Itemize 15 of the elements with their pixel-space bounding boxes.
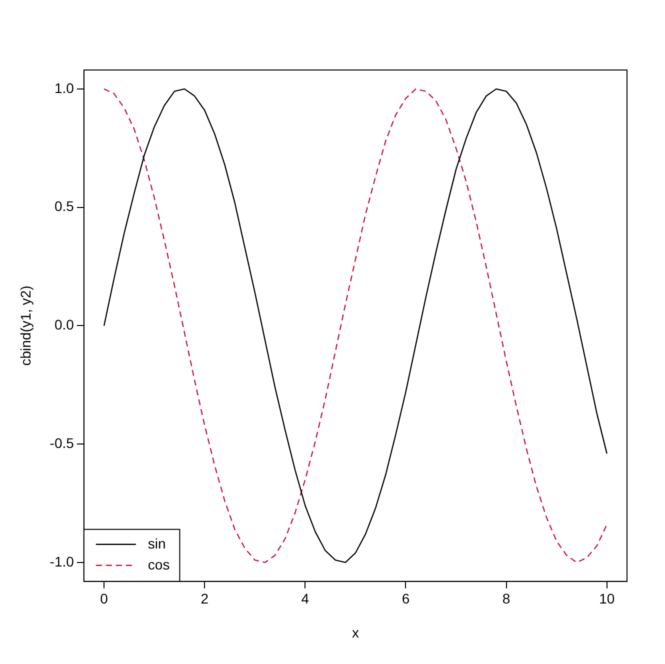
y-tick-label: 0.0 bbox=[54, 316, 74, 333]
x-axis-title: x bbox=[352, 624, 359, 640]
x-tick-label: 6 bbox=[402, 590, 410, 607]
x-tick-label: 2 bbox=[200, 590, 209, 607]
x-tick-label: 8 bbox=[502, 590, 510, 607]
legend-label: cos bbox=[148, 556, 170, 572]
y-tick-label: -1.0 bbox=[50, 553, 74, 570]
x-tick-label: 4 bbox=[301, 590, 310, 607]
y-tick-label: -0.5 bbox=[50, 434, 74, 451]
x-tick-label: 10 bbox=[599, 590, 615, 607]
legend-label: sin bbox=[148, 535, 166, 552]
y-axis-title: cbind(y1, y2) bbox=[17, 286, 34, 366]
y-tick-label: 0.5 bbox=[54, 198, 74, 214]
x-tick-label: 0 bbox=[100, 590, 108, 607]
y-tick-label: 1.0 bbox=[54, 80, 74, 96]
